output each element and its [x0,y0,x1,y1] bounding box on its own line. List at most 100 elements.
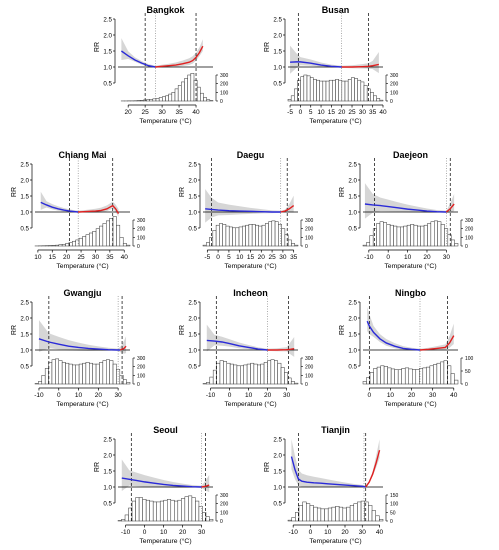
histogram-bar [394,369,399,385]
hist-tick-label: 0 [220,99,223,105]
panel-title: Gwangju [64,288,102,298]
x-axis-label: Temperature (°C) [139,537,191,545]
histogram-bar [434,220,438,247]
y-axis-label: RR [11,187,18,197]
histogram-bar [121,519,126,522]
histogram-bar [216,362,221,385]
histogram-bar [229,363,234,385]
histogram-bar [375,515,380,522]
histogram-bar [219,223,223,247]
x-tick-label: 0 [386,254,390,261]
histogram-bar [58,244,63,247]
histogram-bar [290,95,295,102]
histogram-bar [313,79,317,102]
histogram-bar [68,363,73,385]
confidence-band [205,189,294,223]
hist-tick-label: 200 [137,227,146,233]
chart-panel-7: Ningbo RR 0.5 1.0 1.5 2.0 2.5 0 50 100 0 10 20 30 40 Te… [339,288,474,408]
histogram-bar [38,381,43,385]
hist-tick-label: 100 [305,373,314,379]
histogram-bar [373,368,378,385]
rr-tick-label: 1.5 [348,331,357,338]
histogram-bar [138,497,143,522]
rr-tick-label: 2.5 [188,161,197,168]
rr-tick-label: 1.5 [103,468,112,475]
x-tick-label: 5 [227,254,231,261]
x-axis-label: Temperature (°C) [224,400,276,408]
histogram-bar [82,236,87,247]
rr-tick-label: 1.5 [20,331,29,338]
histogram-bar [331,506,336,522]
hist-tick-label: 100 [220,90,229,96]
rr-tick-label: 1.5 [103,48,112,55]
histogram-bar [184,496,189,522]
hist-tick-label: 200 [220,82,229,88]
histogram-bar [327,507,333,522]
histogram-bar [443,360,448,385]
histogram-bar [390,368,395,385]
hist-tick-label: 200 [137,365,146,371]
histogram-bar [397,369,402,385]
rr-tick-label: 2.5 [348,299,357,306]
histogram-bar [92,231,97,247]
histogram-bar [106,220,110,247]
histogram-bar [109,218,114,247]
histogram-bar [174,500,179,522]
rr-tick-label: 2.5 [103,436,112,443]
panel-title: Tianjin [321,425,350,435]
histogram-bar [177,85,182,102]
histogram-bar [376,366,381,385]
histogram-bar [85,362,90,385]
hist-tick-label: 100 [390,90,399,96]
rr-tick-label: 2.0 [103,32,112,39]
histogram-bar [291,243,295,247]
histogram-bar [126,382,131,385]
rr-tick-label: 0.5 [348,363,357,370]
rr-curve-hot [365,450,381,488]
hist-tick-label: 0 [465,382,468,388]
histogram-bar [61,362,66,385]
histogram-bar [235,227,240,247]
histogram-bar [319,80,324,102]
histogram-bar [243,364,248,385]
hist-tick-label: 200 [465,227,474,233]
x-axis-label: Temperature (°C) [56,262,108,270]
histogram-bar [200,92,204,102]
histogram-bar [403,225,408,247]
histogram-bar [410,224,415,247]
hist-tick-label: 0 [390,99,393,105]
hist-tick-label: 100 [465,356,474,362]
x-tick-label: 10 [160,529,168,536]
histogram-bar [294,88,298,102]
histogram-bar [297,79,301,102]
histogram-bar [112,216,117,247]
histogram-bar [155,98,160,102]
x-tick-label: 0 [57,392,61,399]
hist-tick-label: 0 [137,382,140,388]
x-tick-label: 10 [245,392,253,399]
rr-tick-label: 2.5 [348,161,357,168]
histogram-bar [72,364,76,385]
rr-curve-cold [205,208,281,213]
hist-tick-label: 300 [305,218,314,224]
rr-tick-label: 1.5 [273,48,282,55]
histogram-bar [139,100,144,102]
histogram-bar [287,99,292,102]
histogram-bar [376,223,381,247]
histogram-bar [232,227,237,247]
hist-tick-label: 200 [220,502,229,508]
histogram-bar [277,362,282,385]
histogram-bar [250,362,255,385]
histogram-bar [174,88,179,102]
histogram-bar [291,517,296,522]
histogram-bar [238,226,243,247]
histogram-bar [187,74,192,102]
histogram-bar [78,363,83,385]
histogram-bar [379,519,384,522]
histogram-bar [92,363,97,385]
histogram-bar [95,228,100,247]
histogram-bar [116,224,121,247]
x-tick-label: 30 [443,254,451,261]
hist-tick-label: 150 [390,493,399,499]
histogram-bar [268,221,273,247]
